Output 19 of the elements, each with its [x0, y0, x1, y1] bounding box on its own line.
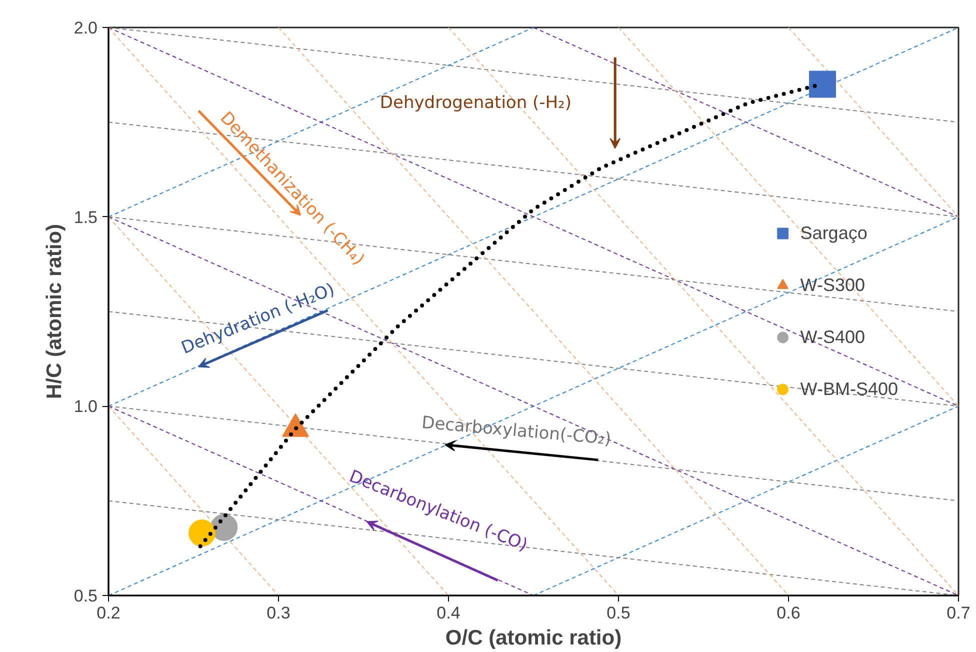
y-axis-title: H/C (atomic ratio) — [42, 224, 66, 400]
x-axis-title: O/C (atomic ratio) — [445, 626, 622, 650]
legend-label: W-BM-S400 — [800, 378, 898, 400]
y-tick-label: 1.5 — [74, 208, 98, 227]
x-tick-label: 0.5 — [606, 604, 630, 622]
x-tick-label: 0.6 — [776, 604, 800, 622]
x-tick-label: 0.2 — [96, 604, 120, 622]
x-tick-label: 0.7 — [946, 604, 970, 622]
legend-label: W-S300 — [800, 274, 865, 296]
y-tick-label: 2.0 — [74, 18, 98, 38]
x-tick-label: 0.4 — [436, 604, 460, 622]
y-tick-label: 1.0 — [74, 397, 98, 416]
point — [188, 520, 216, 546]
x-tick-label: 0.3 — [266, 604, 290, 622]
point — [809, 70, 836, 98]
y-tick-label: 0.5 — [74, 586, 98, 606]
legend-label: W-S400 — [800, 326, 865, 348]
legend-label: Sargaço — [800, 222, 868, 244]
annotation: Dehydrogenation (-H₂) — [380, 93, 572, 114]
